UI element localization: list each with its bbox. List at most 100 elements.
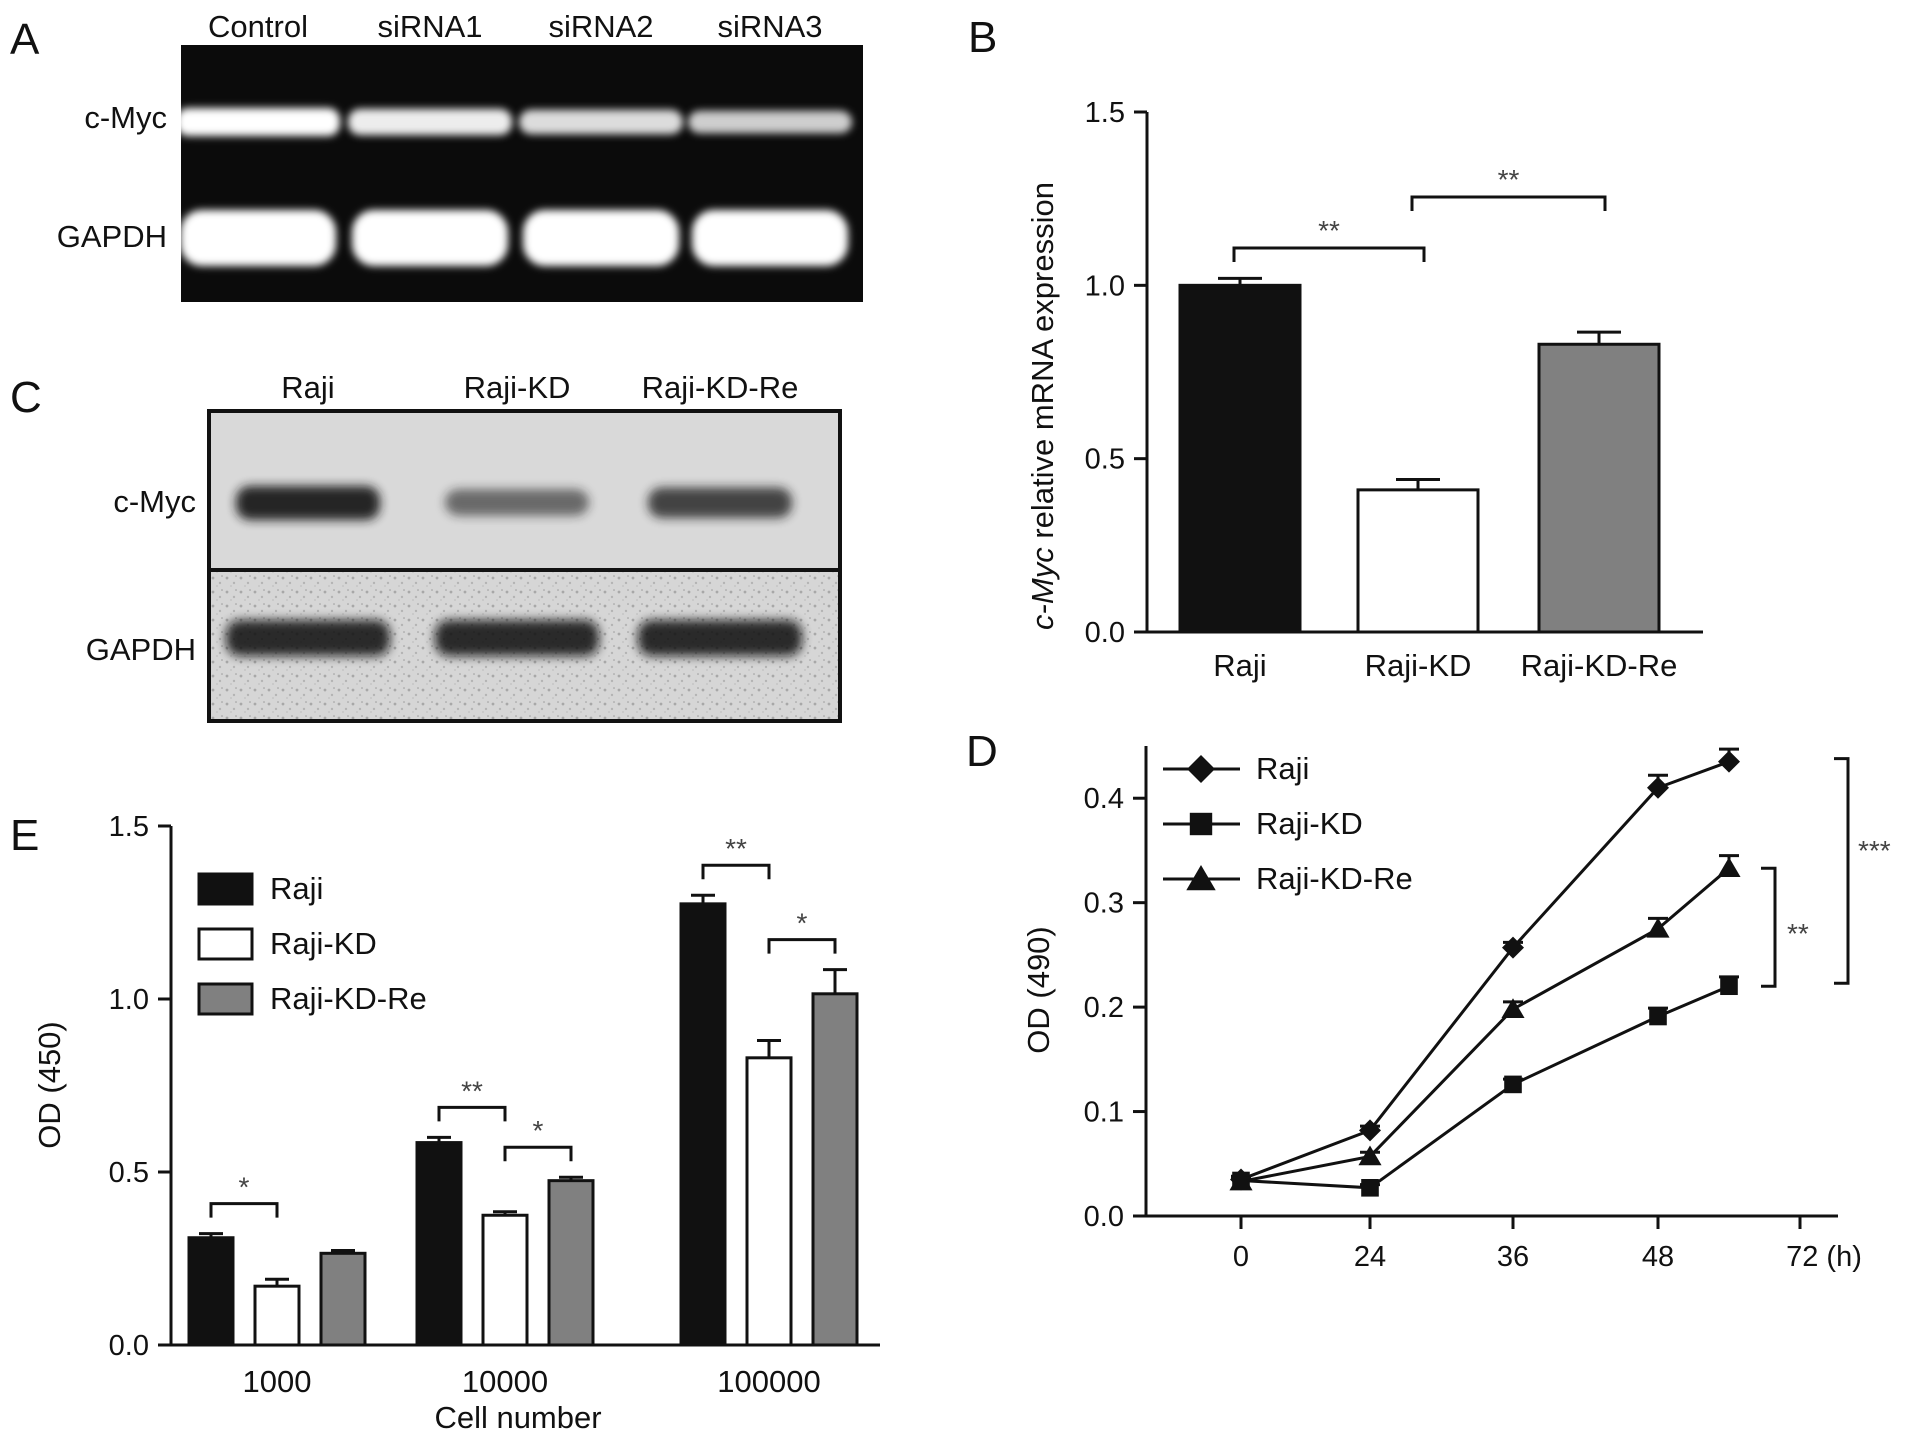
chart-e-bar: [415, 1141, 463, 1347]
blot-band-gapdh: [226, 620, 390, 656]
chart-b-ylabel: c-Myc relative mRNA expression: [1025, 182, 1060, 630]
chart-e-bar: [547, 1179, 595, 1347]
chart-d-point: [1359, 1119, 1381, 1142]
chart-e-x-tick-label: 10000: [462, 1364, 548, 1399]
gel-band-gapdh: [692, 210, 848, 266]
chart-d-x-tick-label: 0: [1233, 1241, 1249, 1273]
blot-lane-label: Raji: [281, 370, 334, 405]
chart-e-xlabel: Cell number: [434, 1400, 601, 1435]
chart-d-legend-label: Raji: [1256, 751, 1309, 786]
blot-frame: [207, 409, 842, 723]
chart-d-y-tick-label: 0.3: [1084, 888, 1124, 920]
chart-d-point: [1361, 1179, 1379, 1197]
chart-b-x-tick-label: Raji-KD-Re: [1521, 648, 1678, 683]
chart-e-y-tick-label: 1.5: [109, 811, 149, 843]
panel-a: A Control siRNA1 siRNA2 siRNA3 c-Myc GAP…: [10, 9, 863, 302]
chart-d-x-tick-label: 24: [1354, 1241, 1386, 1273]
chart-d-legend-label: Raji-KD-Re: [1256, 861, 1413, 896]
chart-b-significance-label: **: [1318, 215, 1340, 246]
gel-lane-label: siRNA2: [548, 9, 653, 44]
gel-band-gapdh: [523, 210, 679, 266]
chart-d-ylabel: OD (490): [1021, 926, 1056, 1053]
chart-d-point: [1718, 750, 1740, 773]
gel-band-gapdh: [180, 210, 336, 266]
chart-d-y-tick-label: 0.0: [1084, 1201, 1124, 1233]
panel-letter-e: E: [10, 811, 39, 860]
chart-b-ylabel-italic: c-Myc: [1025, 547, 1060, 630]
blot-band-c-myc: [236, 486, 380, 520]
panel-letter-a: A: [10, 15, 40, 64]
chart-e-bar: [679, 902, 727, 1347]
chart-d-point: [1358, 1145, 1382, 1166]
gel-row-label: c-Myc: [84, 100, 167, 135]
chart-d-point: [1720, 977, 1738, 996]
chart-e-ylabel: OD (450): [32, 1021, 67, 1148]
chart-d-point: [1646, 917, 1670, 938]
chart-d-point: [1501, 998, 1525, 1018]
chart-e-bar: [319, 1251, 367, 1347]
chart-d: 0.0 0.1 0.2 0.3 0.4 0 24 36 48 72 (h) Raji Raji-KD R…: [1084, 746, 1891, 1273]
chart-d-legend-marker: [1187, 755, 1215, 783]
chart-b-significance-bracket: [1232, 246, 1426, 262]
chart-e-y-tick-label: 0.5: [109, 1157, 149, 1189]
chart-d-y-tick-label: 0.4: [1084, 783, 1124, 815]
chart-d-point: [1504, 1075, 1522, 1094]
chart-b-bar: [1356, 488, 1480, 634]
chart-e-significance-bracket: [701, 863, 771, 880]
chart-e-legend-swatch: [197, 872, 254, 906]
gel-bands: [176, 108, 852, 266]
chart-e-legend-label: Raji-KD-Re: [270, 981, 427, 1016]
chart-e-significance-label: *: [533, 1115, 544, 1146]
chart-b-bar: [1537, 342, 1661, 634]
chart-d-x-tick-label: 36: [1497, 1241, 1529, 1273]
blot-bands: [226, 486, 802, 656]
chart-e-bar: [481, 1213, 529, 1347]
chart-b-bar: [1178, 283, 1302, 634]
chart-e-significance-label: **: [725, 833, 747, 864]
gel-band-c-myc: [176, 108, 340, 136]
blot-lane-label: Raji-KD: [464, 370, 571, 405]
chart-e-legend-label: Raji: [270, 871, 323, 906]
chart-d-legend-marker: [1189, 812, 1213, 836]
blot-lane-label: Raji-KD-Re: [642, 370, 799, 405]
chart-e-legend-label: Raji-KD: [270, 926, 377, 961]
panel-letter-c: C: [10, 373, 42, 422]
chart-b: 0.0 0.5 1.0 1.5 Raji Raji-KD Raji-KD-Re ** **: [1085, 97, 1703, 683]
gel-row-label: GAPDH: [57, 219, 167, 254]
panel-e: E OD (450) Cell number 0.0 0.5 1.0 1.5 1000 1…: [10, 811, 880, 1435]
panel-letter-d: D: [966, 727, 998, 776]
gel-lane-label: siRNA1: [377, 9, 482, 44]
blot-band-c-myc: [648, 487, 792, 518]
chart-e-y-tick-label: 0.0: [109, 1330, 149, 1362]
chart-d-y-tick-label: 0.2: [1084, 992, 1124, 1024]
panel-letter-b: B: [968, 13, 997, 62]
chart-d-legend-label: Raji-KD: [1256, 806, 1363, 841]
chart-d-significance-bracket: [1834, 757, 1850, 985]
gel-band-c-myc: [348, 108, 512, 136]
chart-e-significance-label: *: [239, 1172, 250, 1203]
chart-b-y-tick-label: 1.5: [1085, 97, 1125, 129]
chart-b-x-tick-label: Raji: [1213, 648, 1266, 683]
chart-e-bar: [811, 992, 859, 1347]
chart-d-x-tick-label: 48: [1642, 1241, 1674, 1273]
chart-d-x-tick-label: 72 (h): [1786, 1241, 1862, 1273]
gel-lane-label: Control: [208, 9, 308, 44]
chart-e-y-tick-label: 1.0: [109, 984, 149, 1016]
chart-e-x-tick-label: 100000: [717, 1364, 820, 1399]
chart-e-significance-bracket: [209, 1202, 279, 1218]
chart-e-legend-swatch: [197, 982, 254, 1016]
chart-d-point: [1649, 1007, 1667, 1026]
blot-row-label: GAPDH: [86, 632, 196, 667]
chart-d-significance-bracket: [1761, 866, 1777, 988]
chart-d-point: [1717, 857, 1741, 877]
chart-e-significance-bracket: [503, 1145, 573, 1162]
chart-e-x-tick-label: 1000: [243, 1364, 312, 1399]
chart-e-significance-bracket: [767, 938, 837, 954]
chart-b-significance-bracket: [1410, 195, 1607, 211]
chart-d-point: [1502, 936, 1524, 959]
chart-d-point: [1647, 776, 1669, 799]
blot-band-c-myc: [445, 489, 589, 516]
chart-e-legend-swatch: [197, 927, 254, 961]
